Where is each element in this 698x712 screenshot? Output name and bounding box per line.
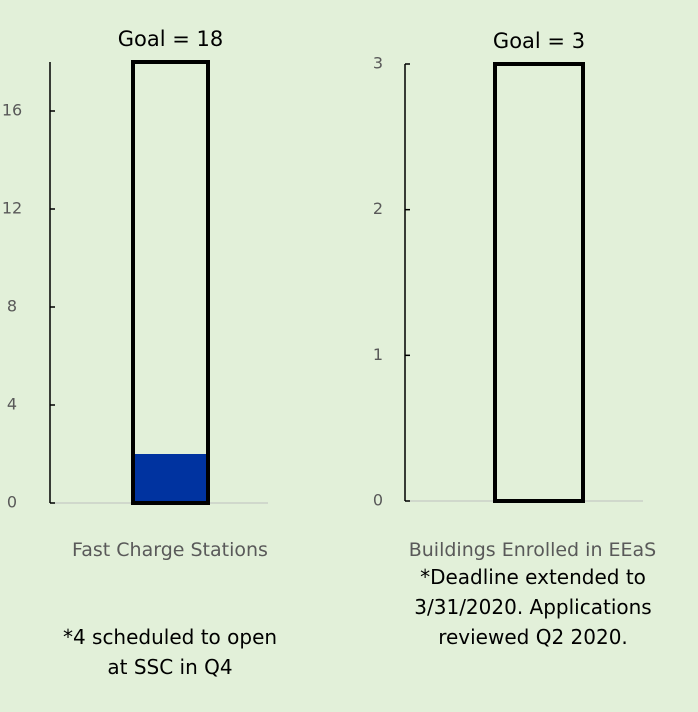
y-tick-label: 4: [7, 395, 17, 414]
goal-outline: [131, 60, 210, 505]
y-tick-label: 12: [2, 199, 22, 218]
y-tick-label: 2: [373, 199, 383, 218]
bar: [133, 454, 208, 503]
chart-title: Goal = 18: [118, 27, 224, 51]
y-tick-label: 0: [7, 493, 17, 512]
annotation: *4 scheduled to open at SSC in Q4: [62, 625, 278, 679]
annotation: *Deadline extended to 3/31/2020. Applica…: [414, 565, 652, 649]
x-tick-label: Fast Charge Stations: [72, 539, 268, 561]
y-tick-label: 3: [373, 54, 383, 73]
y-tick-label: 0: [373, 491, 383, 510]
y-tick-label: 8: [7, 297, 17, 316]
y-tick-label: 1: [373, 345, 383, 364]
y-tick-label: 16: [2, 101, 22, 120]
x-tick-label: Buildings Enrolled in EEaS: [408, 539, 657, 561]
chart-title: Goal = 3: [493, 29, 585, 53]
goal-outline: [493, 62, 585, 503]
